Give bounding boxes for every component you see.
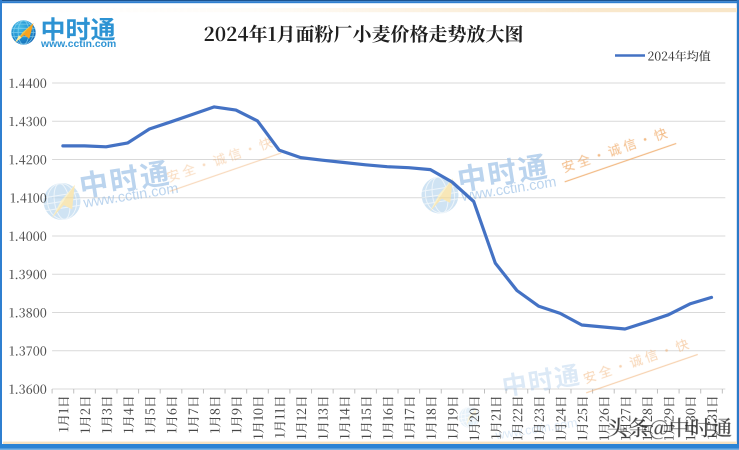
svg-text:www.cctin.com: www.cctin.com: [40, 39, 116, 50]
